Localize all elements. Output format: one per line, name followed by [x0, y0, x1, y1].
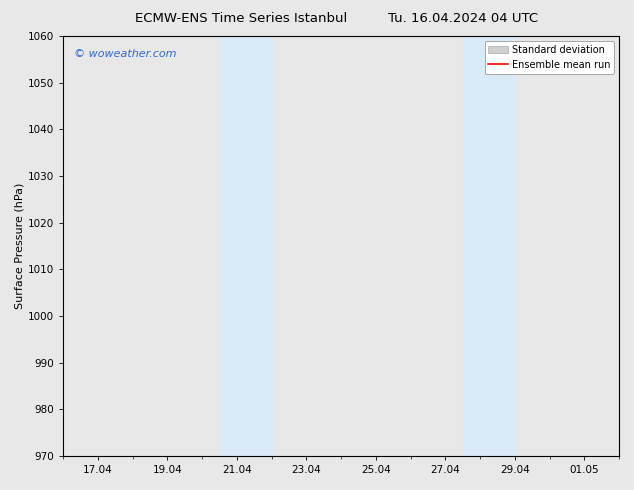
Legend: Standard deviation, Ensemble mean run: Standard deviation, Ensemble mean run: [484, 41, 614, 74]
Text: ECMW-ENS Time Series Istanbul: ECMW-ENS Time Series Istanbul: [135, 12, 347, 25]
Y-axis label: Surface Pressure (hPa): Surface Pressure (hPa): [15, 183, 25, 309]
Text: © woweather.com: © woweather.com: [74, 49, 177, 59]
Text: Tu. 16.04.2024 04 UTC: Tu. 16.04.2024 04 UTC: [388, 12, 538, 25]
Bar: [463, 36, 515, 456]
Bar: [219, 36, 271, 456]
